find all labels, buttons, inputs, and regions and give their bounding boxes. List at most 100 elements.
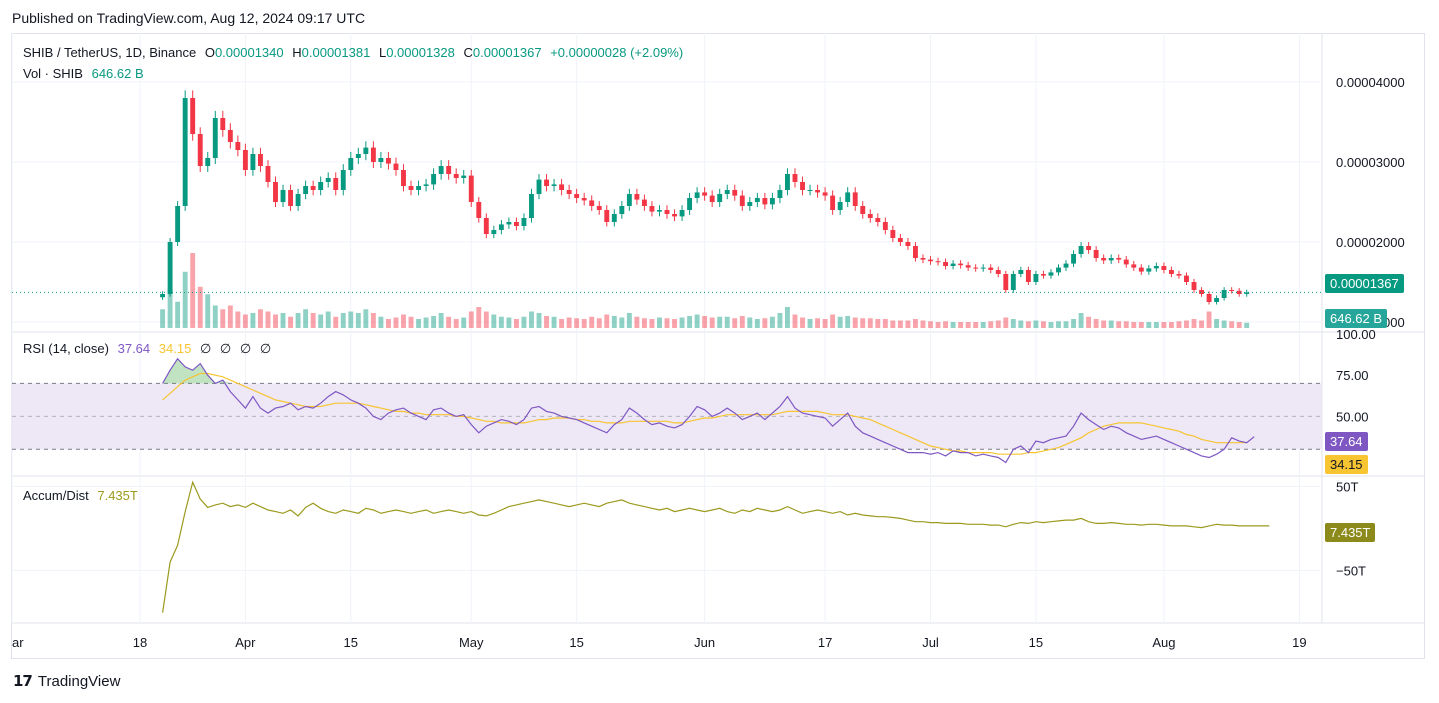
candle-body [837, 202, 843, 210]
candle-body [845, 192, 851, 202]
candle-body [295, 194, 301, 206]
candle-body [950, 263, 956, 266]
candle-body [732, 190, 738, 196]
candle-body [867, 214, 873, 218]
candle-body [1191, 282, 1197, 290]
volume-bar [1086, 316, 1092, 328]
candle-body [1206, 294, 1212, 302]
candle-body [393, 163, 399, 170]
candle-body [739, 195, 745, 206]
published-header: Published on TradingView.com, Aug 12, 20… [12, 10, 366, 26]
volume-bar [273, 314, 278, 328]
ad-tick-label: 50T [1336, 479, 1358, 494]
volume-bar [1236, 322, 1242, 328]
volume-bar [468, 311, 474, 328]
volume-bar [220, 309, 226, 328]
volume-bar [190, 253, 196, 328]
volume-bar [348, 311, 354, 328]
volume-bar [242, 314, 248, 328]
candle-body [280, 190, 286, 202]
candle-body [890, 230, 896, 238]
ad-label[interactable]: Accum/Dist [23, 488, 89, 503]
volume-bar [1078, 313, 1084, 328]
volume-bar [1123, 321, 1129, 328]
candle-body [1078, 246, 1084, 254]
candle-body [453, 174, 459, 178]
volume-bar [769, 316, 775, 328]
tradingview-footer[interactable]: 𝟭𝟳 TradingView [13, 672, 121, 691]
rsi-tick-label: 100.00 [1336, 327, 1376, 342]
volume-bar [1138, 322, 1144, 328]
candle-body [777, 190, 783, 198]
rsi-extra-3: ∅ [239, 341, 252, 356]
candle-body [190, 98, 196, 134]
volume-bar [589, 316, 595, 328]
volume-bar [634, 316, 640, 328]
time-tick-label: Aug [1152, 635, 1175, 650]
candle-body [980, 267, 986, 269]
candle-body [197, 134, 203, 166]
rsi-label[interactable]: RSI (14, close) [23, 341, 109, 356]
candle-body [830, 195, 836, 210]
candle-body [1063, 263, 1069, 268]
volume-bar [1101, 320, 1107, 328]
volume-bar [995, 320, 1001, 328]
volume-bar [333, 316, 339, 328]
candle-body [483, 218, 489, 234]
ad-tag: 7.435T [1325, 523, 1376, 542]
candle-body [1025, 270, 1031, 282]
volume-bar [920, 320, 926, 328]
volume-bar [739, 316, 745, 328]
symbol-name[interactable]: SHIB / TetherUS, 1D, Binance [23, 45, 197, 60]
time-tick-label: Jun [694, 635, 715, 650]
candle-body [762, 198, 768, 205]
volume-bar [913, 319, 918, 328]
volume-bar [747, 317, 753, 328]
rsi-extra-1: ∅ [199, 341, 212, 356]
time-tick-label: 17 [818, 635, 832, 650]
volume-bar [694, 314, 700, 328]
volume-label[interactable]: Vol · SHIB [23, 66, 83, 81]
candle-body [536, 179, 542, 194]
volume-bar [657, 317, 662, 328]
candle-body [619, 206, 625, 214]
candle-body [559, 184, 565, 190]
time-tick-label: 15 [569, 635, 583, 650]
candle-body [1086, 246, 1092, 250]
rsi-ma-value: 34.15 [158, 341, 192, 356]
candle-body [589, 200, 595, 206]
volume-bar [1244, 322, 1250, 328]
volume-bar [1229, 321, 1235, 328]
candle-body [340, 170, 346, 190]
volume-bar [1153, 322, 1159, 328]
volume-bar [890, 320, 896, 328]
tradingview-logo-icon: 𝟭𝟳 [13, 673, 33, 690]
volume-bar [476, 307, 482, 328]
volume-bar [175, 301, 181, 328]
candle-body [875, 218, 881, 222]
candle-body [1221, 290, 1227, 298]
candle-body [785, 174, 790, 190]
candle-body [566, 190, 572, 194]
candle-body [220, 118, 226, 130]
volume-bar [1191, 319, 1197, 328]
price-tag: 0.00001367 [1325, 274, 1404, 293]
volume-bar [709, 317, 715, 328]
volume-bar [943, 321, 949, 328]
tradingview-brand: TradingView [37, 672, 121, 690]
candle-body [310, 186, 316, 190]
volume-bar [641, 318, 647, 328]
candle-body [1153, 266, 1159, 269]
candle-body [1108, 258, 1114, 261]
candle-body [423, 184, 429, 186]
candle-body [634, 194, 640, 200]
candle-body [498, 224, 504, 230]
candle-body [431, 174, 437, 185]
volume-bar [702, 316, 708, 328]
candle-body [1116, 258, 1122, 260]
volume-bar [1161, 322, 1167, 328]
candle-body [581, 198, 587, 201]
candle-body [935, 261, 941, 263]
candle-body [988, 267, 994, 270]
